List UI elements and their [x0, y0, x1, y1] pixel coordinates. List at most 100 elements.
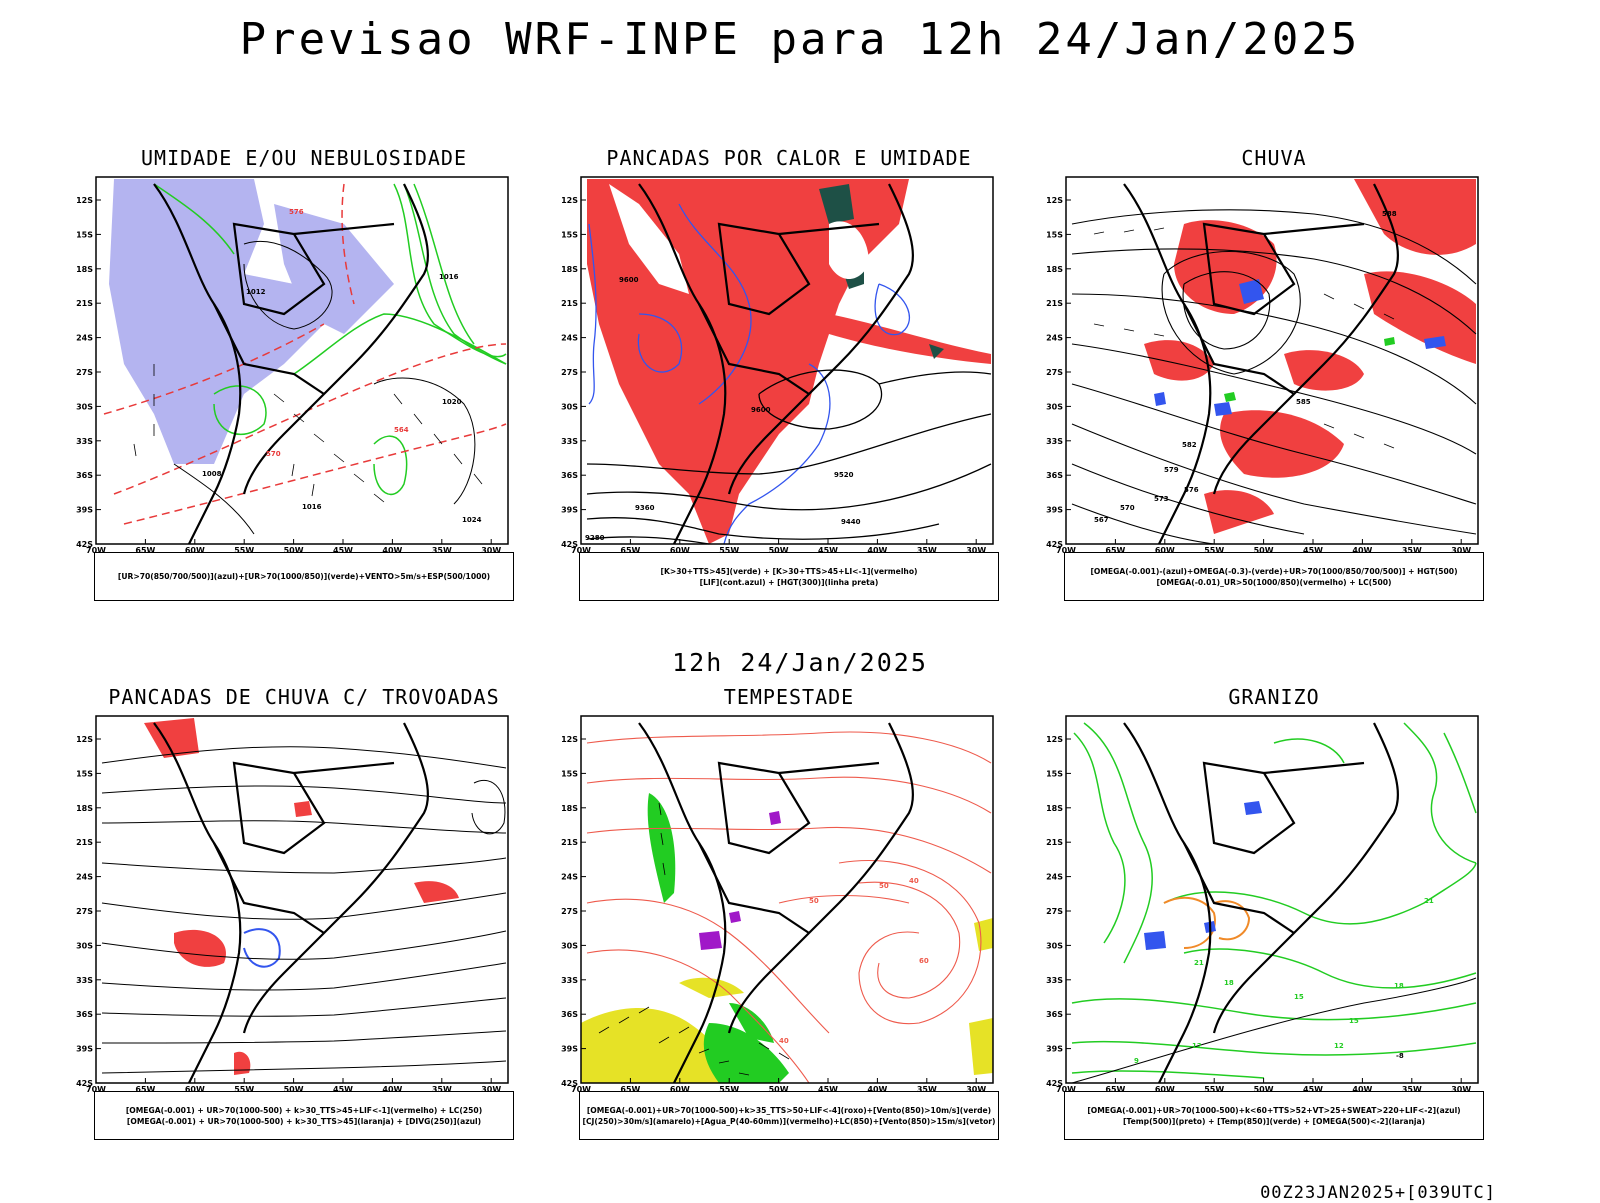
lon-tick-label: 65W [135, 546, 155, 555]
forecast-map: 1012 1016 1020 1024 1008 1016 576 570 56… [76, 176, 509, 555]
panel-pancadas-calor: PANCADAS POR CALOR E UMIDADE [561, 146, 1019, 606]
panel-chuva: CHUVA [1046, 146, 1504, 606]
contour-label: 1024 [462, 516, 482, 524]
lat-axis: 12S 15S 18S 21S 24S 27S 30S 33S 36S 39S 42S [561, 735, 586, 1088]
lat-tick-label: 24S [561, 873, 578, 882]
lat-tick-label: 36S [1046, 1010, 1063, 1019]
contour-label: 570 [1120, 504, 1135, 512]
lon-tick-label: 60W [1155, 1085, 1175, 1094]
lat-tick-label: 24S [76, 334, 93, 343]
lon-tick-label: 45W [333, 546, 353, 555]
temp500-black-contours [1071, 977, 1477, 1084]
lat-tick-label: 30S [561, 941, 578, 950]
lat-axis: 12S 15S 18S 21S 24S 27S 30S 33S 36S 39S 42S [1046, 735, 1071, 1088]
lat-tick-label: 12S [76, 735, 93, 744]
lon-tick-label: 70W [1056, 546, 1076, 555]
forecast-map: -8 21 18 15 12 9 12 15 18 21 12S 15S 18S 21… [1046, 715, 1479, 1094]
lon-tick-label: 40W [1352, 1085, 1372, 1094]
pressure-black-contours [173, 240, 476, 535]
contour-label: 9520 [834, 471, 854, 479]
lat-tick-label: 33S [76, 437, 93, 446]
lif-blue-contours [588, 203, 910, 545]
coastline-borders [153, 722, 429, 1084]
lon-tick-label: 55W [1204, 546, 1224, 555]
lon-tick-label: 60W [1155, 546, 1175, 555]
lon-tick-label: 45W [1303, 546, 1323, 555]
jet-yellow-fill [581, 918, 993, 1083]
lat-tick-label: 33S [76, 976, 93, 985]
lat-tick-label: 42S [1046, 1079, 1063, 1088]
contour-label: 570 [266, 450, 281, 458]
lat-tick-label: 18S [561, 265, 578, 274]
legend-line: [LIF](cont.azul) + [HGT(300)](linha pret… [699, 577, 879, 587]
lat-tick-label: 21S [561, 838, 578, 847]
lon-tick-label: 65W [620, 1085, 640, 1094]
lat-tick-label: 30S [76, 402, 93, 411]
contour-label: 9360 [635, 504, 655, 512]
panel-title: PANCADAS DE CHUVA C/ TROVOADAS [108, 685, 500, 709]
contour-label: 50 [809, 897, 819, 905]
lat-tick-label: 24S [76, 873, 93, 882]
thickness-red-dashed [103, 183, 507, 525]
lon-tick-label: 70W [571, 546, 591, 555]
contour-label: 1016 [439, 273, 459, 281]
lat-tick-label: 12S [561, 196, 578, 205]
coastline-borders [638, 722, 914, 1084]
lon-tick-label: 50W [1254, 1085, 1274, 1094]
forecast-map: 12S 15S 18S 21S 24S 27S 30S 33S 36S 39S 42S 70W 65W… [76, 715, 509, 1094]
lon-tick-label: 60W [185, 546, 205, 555]
lat-tick-label: 18S [1046, 265, 1063, 274]
panel-title: UMIDADE E/OU NEBULOSIDADE [140, 146, 468, 170]
lat-tick-label: 18S [561, 804, 578, 813]
contour-label: 1008 [202, 470, 222, 478]
contour-label: 21 [1424, 897, 1434, 905]
lat-axis: 12S 15S 18S 21S 24S 27S 30S 33S 36S 39S 42S [76, 735, 101, 1088]
lat-tick-label: 30S [561, 402, 578, 411]
lon-tick-label: 30W [966, 546, 986, 555]
lat-tick-label: 33S [1046, 976, 1063, 985]
legend-line: [OMEGA(-0.001) + UR>70(1000-500) + k>30_… [125, 1105, 483, 1115]
panel-title: TEMPESTADE [723, 685, 855, 709]
hail-blue-fill [1144, 801, 1262, 950]
contour-label: 21 [1194, 959, 1204, 967]
panel-legend: [OMEGA(-0.001)+UR>70(1000-500)+k>35_TTS>… [579, 1091, 999, 1140]
lat-tick-label: 27S [76, 368, 93, 377]
lat-tick-label: 33S [561, 976, 578, 985]
legend-line: [OMEGA(-0.01)_UR>50(1000/850)(vermelho) … [1156, 577, 1392, 587]
lon-tick-label: 65W [1105, 1085, 1125, 1094]
lat-tick-label: 36S [76, 1010, 93, 1019]
lon-tick-label: 30W [966, 1085, 986, 1094]
lon-tick-label: 40W [1352, 546, 1372, 555]
legend-line: [OMEGA(-0.001)-(azul)+OMEGA(-0.3)-(verde… [1090, 566, 1458, 576]
lat-tick-label: 27S [561, 368, 578, 377]
lat-tick-label: 24S [1046, 873, 1063, 882]
lon-axis: 70W 65W 60W 55W 50W 45W 40W 35W 30W [86, 1078, 501, 1094]
lon-tick-label: 40W [867, 546, 887, 555]
mid-title: 12h 24/Jan/2025 [672, 648, 928, 677]
lat-tick-label: 30S [1046, 941, 1063, 950]
lon-tick-label: 70W [86, 1085, 106, 1094]
panel-legend: [UR>70(850/700/500)](azul)+[UR>70(1000/8… [94, 552, 514, 601]
contour-label: 9600 [751, 406, 771, 414]
contour-label: 564 [394, 426, 409, 434]
convection-dark-green [819, 184, 944, 359]
rain-red-fill [1144, 179, 1476, 534]
contour-label: 60 [919, 957, 929, 965]
lc850-salmon-lines [586, 731, 992, 1084]
lon-tick-label: 30W [481, 1085, 501, 1094]
lat-tick-label: 33S [1046, 437, 1063, 446]
lon-tick-label: 40W [867, 1085, 887, 1094]
lon-tick-label: 50W [769, 546, 789, 555]
wind-vectors [1093, 227, 1395, 449]
lon-tick-label: 35W [1402, 546, 1422, 555]
forecast-map: 9600 9520 9440 9360 9280 9600 12S 15S 18S 2… [561, 176, 994, 555]
lon-axis: 70W 65W 60W 55W 50W 45W 40W 35W 30W [571, 1078, 986, 1094]
coastline-borders [1123, 722, 1399, 1084]
contour-label: 1020 [442, 398, 462, 406]
lat-axis: 12S 15S 18S 21S 24S 27S 30S 33S 36S 39S 42S [561, 196, 586, 549]
lon-tick-label: 35W [1402, 1085, 1422, 1094]
lat-tick-label: 27S [1046, 368, 1063, 377]
contour-label: 15 [1294, 993, 1304, 1001]
lat-tick-label: 12S [76, 196, 93, 205]
panel-tempestade: TEMPESTADE [561, 685, 1019, 1145]
